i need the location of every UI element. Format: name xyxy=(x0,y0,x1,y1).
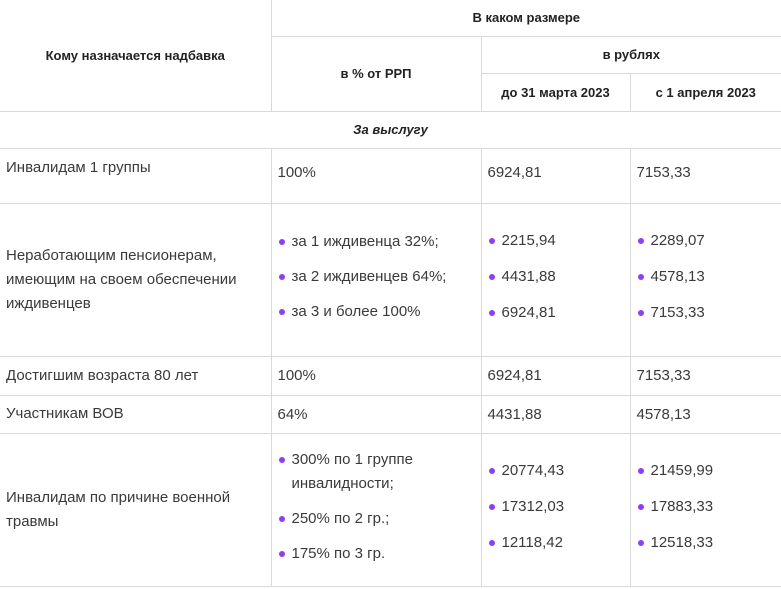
row-from: 7153,33 xyxy=(629,355,781,396)
list-item: 12518,33 xyxy=(631,531,781,555)
row-from: 7153,33 xyxy=(629,147,781,204)
list-item: за 1 иждивенца 32%; xyxy=(272,230,481,254)
row-until: 4431,88 xyxy=(480,394,631,434)
row-who: Достигшим возраста 80 лет xyxy=(0,355,272,396)
row-percent: 64% xyxy=(270,394,482,434)
list-item: 4431,88 xyxy=(482,265,630,289)
list-item: за 2 иждивенцев 64%; xyxy=(272,265,481,289)
list-item: 7153,33 xyxy=(631,301,781,325)
row-who: Инвалидам 1 группы xyxy=(0,147,272,204)
list-item: 2289,07 xyxy=(631,229,781,253)
table-row: Инвалидам по причине военной травмы 300%… xyxy=(0,432,781,587)
list-item: 17312,03 xyxy=(482,495,630,519)
row-until-list: 2215,94 4431,88 6924,81 xyxy=(480,202,631,357)
header-who: Кому назначается надбавка xyxy=(0,0,272,112)
header-from: с 1 апреля 2023 xyxy=(629,72,781,112)
list-item: 175% по 3 гр. xyxy=(272,542,481,566)
table-row: Достигшим возраста 80 лет 100% 6924,81 7… xyxy=(0,355,781,396)
row-until-list: 20774,43 17312,03 12118,42 xyxy=(480,432,631,587)
row-percent-list: за 1 иждивенца 32%; за 2 иждивенцев 64%;… xyxy=(270,202,482,357)
table-row: Инвалидам 1 группы 100% 6924,81 7153,33 xyxy=(0,147,781,204)
row-until: 6924,81 xyxy=(480,147,631,204)
header-how-much: В каком размере xyxy=(270,0,781,37)
list-item: 2215,94 xyxy=(482,229,630,253)
header-until: до 31 марта 2023 xyxy=(480,72,631,112)
list-item: 6924,81 xyxy=(482,301,630,325)
row-who: Инвалидам по причине военной травмы xyxy=(0,432,272,587)
list-item: 21459,99 xyxy=(631,459,781,483)
table-row: Неработающим пенсионерам, имеющим на сво… xyxy=(0,202,781,357)
row-until: 6924,81 xyxy=(480,355,631,396)
header-percent: в % от РРП xyxy=(270,35,482,112)
header-rubles: в рублях xyxy=(480,35,781,74)
list-item: за 3 и более 100% xyxy=(272,300,481,324)
list-item: 250% по 2 гр.; xyxy=(272,507,481,531)
table-row: Участникам ВОВ 64% 4431,88 4578,13 xyxy=(0,394,781,434)
row-who: Неработающим пенсионерам, имеющим на сво… xyxy=(0,202,272,357)
section-title: За выслугу xyxy=(0,110,781,149)
row-percent-list: 300% по 1 группе инвалидности; 250% по 2… xyxy=(270,432,482,587)
row-who: Участникам ВОВ xyxy=(0,394,272,434)
row-percent: 100% xyxy=(270,147,482,204)
list-item: 20774,43 xyxy=(482,459,630,483)
row-from-list: 2289,07 4578,13 7153,33 xyxy=(629,202,781,357)
row-from: 4578,13 xyxy=(629,394,781,434)
list-item: 17883,33 xyxy=(631,495,781,519)
row-from-list: 21459,99 17883,33 12518,33 xyxy=(629,432,781,587)
list-item: 4578,13 xyxy=(631,265,781,289)
list-item: 12118,42 xyxy=(482,531,630,555)
list-item: 300% по 1 группе инвалидности; xyxy=(272,448,481,496)
row-percent: 100% xyxy=(270,355,482,396)
